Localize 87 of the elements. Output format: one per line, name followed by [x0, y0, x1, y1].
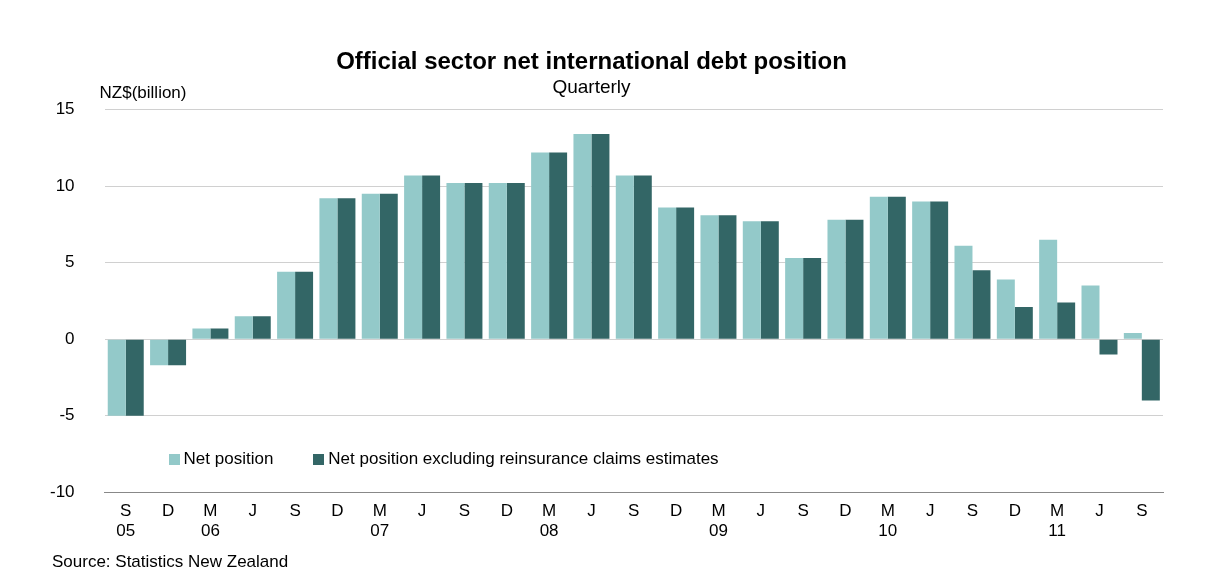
bar [277, 271, 296, 339]
x-tick-label: M 07 [370, 501, 390, 541]
x-tick-label: D [161, 501, 175, 521]
bar [531, 152, 550, 339]
legend-label: Net position excluding reinsurance claims estimates [328, 449, 719, 470]
bar [1081, 285, 1100, 339]
bar [1141, 339, 1160, 401]
bar [1057, 302, 1076, 339]
bar [633, 175, 652, 339]
y-tick-label: 10 [55, 175, 75, 195]
x-tick-label: S 05 [116, 501, 136, 541]
x-tick-label: S [628, 501, 640, 521]
x-tick-label: D [669, 501, 683, 521]
x-tick-label: J [925, 501, 935, 521]
y-tick-label: 0 [65, 328, 75, 348]
bar [252, 316, 271, 339]
bar [700, 215, 719, 339]
bar [954, 245, 973, 339]
bar [996, 279, 1015, 339]
bar [718, 215, 737, 339]
bar [295, 271, 314, 339]
bar [446, 183, 465, 339]
bar [930, 201, 949, 339]
x-tick-label: J [1095, 501, 1104, 521]
y-tick-label: 15 [55, 99, 75, 119]
x-tick-label: D [500, 501, 513, 521]
bar [464, 183, 483, 339]
x-tick-label: J [756, 501, 766, 521]
bar [615, 175, 634, 339]
bar [785, 258, 804, 339]
bar [192, 328, 211, 339]
bar [972, 270, 991, 339]
bar [107, 339, 126, 416]
bar [361, 193, 380, 339]
x-tick-label: D [839, 501, 852, 521]
bar [150, 339, 169, 366]
bar [404, 175, 423, 339]
bar [803, 258, 822, 339]
bar [1099, 339, 1118, 355]
bar [125, 339, 144, 416]
bar [337, 198, 356, 339]
x-tick-label: D [1008, 501, 1021, 521]
bar [1039, 239, 1058, 339]
bar [573, 134, 592, 339]
x-tick-label: M 11 [1048, 501, 1066, 541]
bar [869, 196, 888, 339]
bar [168, 339, 187, 366]
bar [506, 183, 525, 339]
bar [827, 219, 846, 339]
source-note: Source: Statistics New Zealand [52, 552, 289, 572]
legend-label: Net position [183, 449, 274, 470]
bar [912, 201, 931, 339]
bar [760, 221, 779, 339]
y-tick-label: 5 [65, 252, 75, 272]
bar [1014, 307, 1033, 339]
bar [845, 219, 864, 339]
x-tick-label: M 06 [200, 501, 220, 541]
x-tick-label: J [417, 501, 427, 521]
x-tick-label: S [289, 501, 301, 521]
bar [379, 193, 398, 339]
y-tick-label: -5 [59, 405, 75, 425]
bar [658, 207, 677, 339]
y-tick-label: -10 [49, 481, 75, 501]
y-axis-title: NZ$(billion) [99, 82, 187, 102]
bar [488, 183, 507, 339]
x-tick-label: J [587, 501, 596, 521]
chart-subtitle: Quarterly [552, 76, 632, 98]
x-tick-label: S [1136, 501, 1148, 521]
chart-title: Official sector net international debt position [336, 47, 847, 75]
x-tick-label: S [966, 501, 979, 521]
x-tick-label: D [331, 501, 344, 521]
bar [549, 152, 568, 339]
bar [591, 134, 610, 339]
x-tick-label: S [797, 501, 809, 521]
bar [319, 198, 338, 339]
bar [422, 175, 441, 339]
x-tick-label: J [248, 501, 257, 521]
bar [234, 316, 253, 339]
bar [210, 328, 229, 339]
x-tick-label: S [458, 501, 471, 521]
x-tick-label: M 10 [878, 501, 898, 541]
bar [1123, 333, 1142, 339]
bar [887, 196, 906, 339]
bar [742, 221, 761, 339]
x-tick-label: M 08 [539, 501, 559, 541]
x-tick-label: M 09 [709, 501, 728, 541]
bar [676, 207, 695, 339]
